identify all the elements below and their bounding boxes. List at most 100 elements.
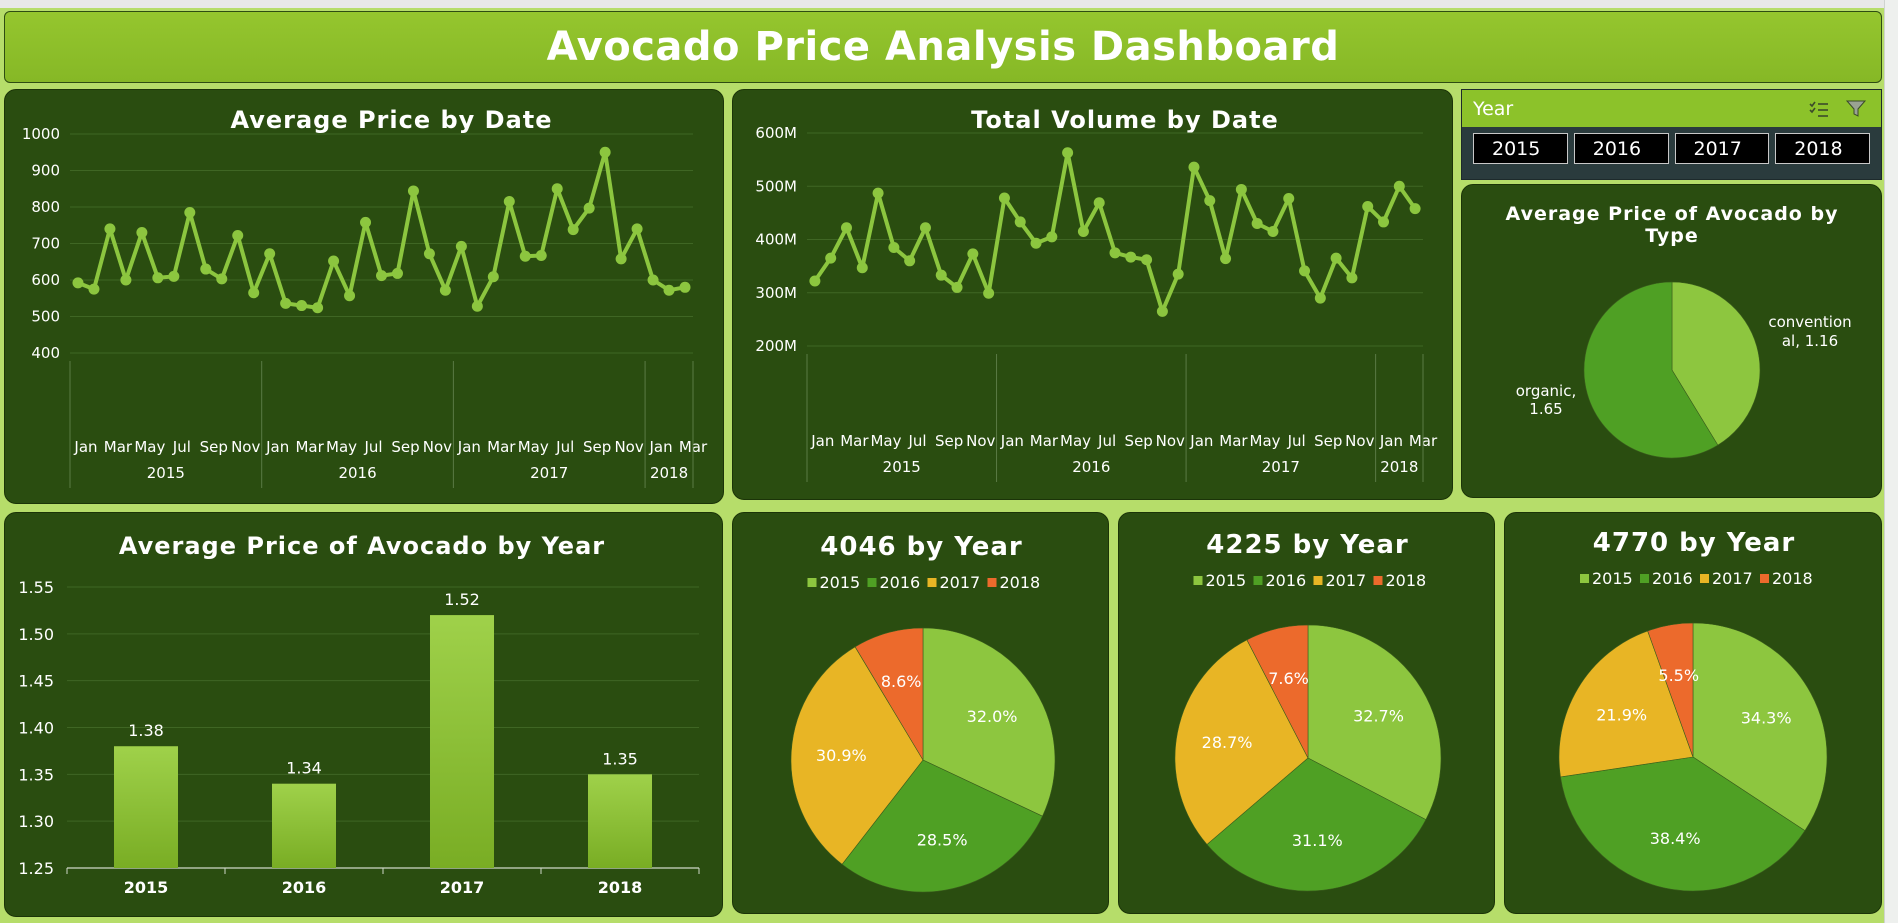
legend-swatch [867,578,877,587]
pie-slice [1558,630,1694,778]
data-point [631,223,643,235]
legend-label: 2017 [1712,569,1753,588]
legend-label: 2017 [940,573,981,592]
data-point [1093,197,1105,209]
data-point [1125,251,1137,263]
year-group-label: 2015 [147,464,185,482]
data-point [1235,183,1247,195]
data-point [519,250,531,262]
y-tick-label: 1.40 [18,719,54,738]
year-group-label: 2016 [1072,458,1110,476]
year-group-label: 2015 [883,458,921,476]
data-point [168,270,180,282]
data-point [663,284,675,296]
data-label: 1.34 [286,759,322,778]
multi-select-icon[interactable] [1806,90,1832,127]
slicer-item-2015[interactable]: 2015 [1473,133,1568,164]
bar [272,783,336,868]
x-tick-label: Sep [1314,432,1342,450]
data-label: 32.7% [1353,706,1404,725]
data-label: 32.0% [967,707,1018,726]
slicer-header: Year [1462,90,1881,127]
legend-swatch [987,578,997,587]
data-point [840,222,852,234]
data-label-organic-2: 1.65 [1529,400,1562,418]
data-point [423,248,435,260]
x-tick-label: Mar [295,438,324,456]
plu-4046-panel: 4046 by Year 2015 2016 2017 2018 32.0% 28.5% 30… [732,512,1109,914]
data-point [1204,195,1216,207]
y-tick-label: 1.25 [18,859,54,878]
data-point [1251,218,1263,230]
y-tick-label: 500M [755,177,797,195]
data-label: 28.5% [917,831,968,850]
x-tick-label: Jan [1379,432,1403,450]
data-point [312,302,324,314]
bar [430,615,494,868]
year-group-label: 2017 [1262,458,1300,476]
legend-swatch [1373,576,1383,585]
bar [114,746,178,868]
x-tick-label: Jan [457,438,481,456]
slicer-item-2017[interactable]: 2017 [1674,133,1770,164]
chart-title-line2: Type [1645,225,1699,247]
x-tick-label: Jan [648,438,672,456]
x-tick-label: May [326,438,357,456]
year-group-label: 2018 [1380,458,1418,476]
y-tick-label: 700 [31,235,60,253]
slicer-item-2016[interactable]: 2016 [1573,133,1669,164]
legend-swatch [807,578,817,587]
data-point [809,275,821,287]
clear-filter-icon[interactable] [1844,90,1870,127]
legend-swatch [1193,576,1203,585]
x-tick-label: May [870,432,901,450]
plu-4225-chart: 4225 by Year 2015 2016 2017 2018 32.7% 31.1% 28… [1174,530,1442,892]
data-point [919,222,931,234]
data-point [1314,292,1326,304]
data-point [1062,147,1074,159]
data-point [998,192,1010,204]
avg-price-by-date-panel: Average Price by Date 400 500 600 700 800 900 1… [4,89,724,504]
x-tick-label: Nov [231,438,260,456]
data-label: 38.4% [1650,829,1701,848]
x-tick-label: Jul [172,438,191,456]
data-point [1014,216,1026,228]
legend-swatch [1760,574,1769,583]
data-point [567,224,579,236]
data-point [888,241,900,253]
slicer-item-2018[interactable]: 2018 [1775,133,1870,164]
legend-label: 2015 [1206,571,1247,590]
data-label: 21.9% [1596,705,1647,724]
x-tick-label: Mar [1219,432,1248,450]
data-point [296,300,308,312]
data-point [72,277,84,289]
pie-slice [841,759,1043,893]
total-volume-by-date-chart: Total Volume by Date 200M 300M 400M 500M 600M… [755,106,1438,482]
chart-title: Average Price of Avocado by Year [119,532,605,560]
legend-label: 2018 [1386,571,1427,590]
data-point [152,272,164,284]
vertical-scrollbar[interactable] [1884,0,1898,923]
data-point [535,250,547,262]
avg-price-by-date-chart: Average Price by Date 400 500 600 700 800 900 1… [22,106,708,488]
data-point [216,273,228,285]
data-point [679,281,691,293]
pie-slice [1246,624,1309,759]
data-point [1046,231,1058,243]
y-tick-label: 200M [755,337,797,355]
y-tick-label: 1.35 [18,765,54,784]
legend-swatch [1253,576,1263,585]
x-tick-label: May [134,438,165,456]
data-point [1188,161,1200,173]
plu-4225-panel: 4225 by Year 2015 2016 2017 2018 32.7% 31.1% 28… [1118,512,1495,914]
data-point [1299,265,1311,277]
data-point [825,252,837,264]
x-tick-label: Jul [1097,432,1116,450]
data-point [1109,247,1121,259]
y-tick-label: 600M [755,124,797,142]
data-point [1362,200,1374,212]
x-tick-label: Nov [1156,432,1185,450]
data-point [1156,305,1168,317]
legend-swatch [1640,574,1649,583]
y-tick-label: 600 [31,271,60,289]
